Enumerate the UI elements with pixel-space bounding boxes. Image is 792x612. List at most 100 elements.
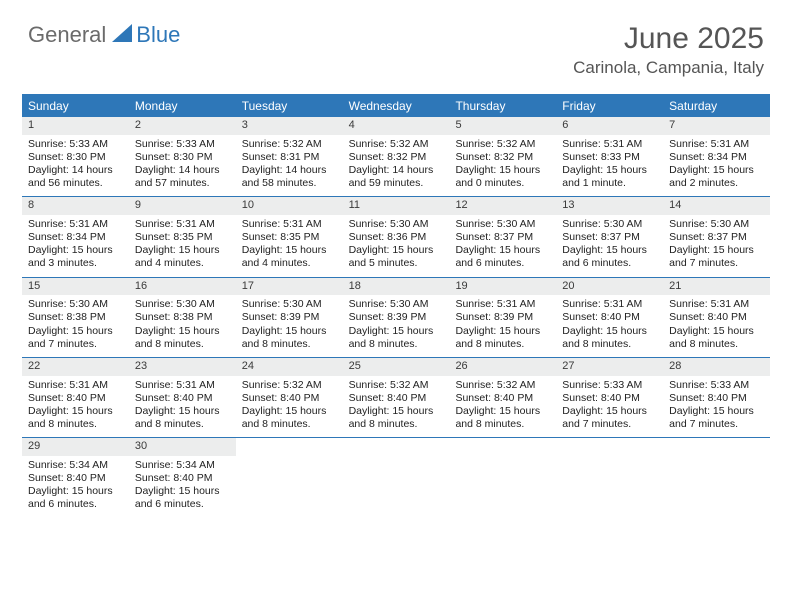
day-line: Sunrise: 5:31 AM: [135, 379, 230, 392]
day-line: and 4 minutes.: [242, 257, 337, 270]
date-number: 3: [236, 117, 343, 135]
weekday-header: Wednesday: [343, 95, 450, 117]
day-body: Sunrise: 5:31 AMSunset: 8:35 PMDaylight:…: [236, 215, 343, 277]
header: General Blue June 2025 Carinola, Campani…: [0, 0, 792, 86]
day-cell: 9Sunrise: 5:31 AMSunset: 8:35 PMDaylight…: [129, 197, 236, 276]
week-row: 1Sunrise: 5:33 AMSunset: 8:30 PMDaylight…: [22, 117, 770, 197]
day-cell: 14Sunrise: 5:30 AMSunset: 8:37 PMDayligh…: [663, 197, 770, 276]
day-line: Daylight: 15 hours: [455, 164, 550, 177]
week-row: 22Sunrise: 5:31 AMSunset: 8:40 PMDayligh…: [22, 358, 770, 438]
day-body: Sunrise: 5:30 AMSunset: 8:37 PMDaylight:…: [449, 215, 556, 277]
day-body: Sunrise: 5:30 AMSunset: 8:36 PMDaylight:…: [343, 215, 450, 277]
day-line: Sunrise: 5:30 AM: [455, 218, 550, 231]
day-cell: 21Sunrise: 5:31 AMSunset: 8:40 PMDayligh…: [663, 278, 770, 357]
week-row: 8Sunrise: 5:31 AMSunset: 8:34 PMDaylight…: [22, 197, 770, 277]
day-line: and 7 minutes.: [28, 338, 123, 351]
day-line: and 0 minutes.: [455, 177, 550, 190]
day-line: Sunset: 8:30 PM: [135, 151, 230, 164]
day-line: Sunset: 8:34 PM: [28, 231, 123, 244]
date-number: 16: [129, 278, 236, 296]
day-line: Sunset: 8:40 PM: [135, 472, 230, 485]
day-body: Sunrise: 5:30 AMSunset: 8:37 PMDaylight:…: [556, 215, 663, 277]
date-number: 28: [663, 358, 770, 376]
day-line: Sunrise: 5:31 AM: [28, 218, 123, 231]
day-body: Sunrise: 5:30 AMSunset: 8:38 PMDaylight:…: [129, 295, 236, 357]
weekday-header: Tuesday: [236, 95, 343, 117]
day-line: Daylight: 15 hours: [669, 244, 764, 257]
day-body: Sunrise: 5:31 AMSunset: 8:40 PMDaylight:…: [129, 376, 236, 438]
day-line: Sunrise: 5:33 AM: [28, 138, 123, 151]
day-line: and 4 minutes.: [135, 257, 230, 270]
day-line: Sunset: 8:40 PM: [562, 311, 657, 324]
day-line: Daylight: 15 hours: [135, 405, 230, 418]
day-cell-empty: [663, 438, 770, 517]
day-line: Sunset: 8:39 PM: [349, 311, 444, 324]
day-body: Sunrise: 5:33 AMSunset: 8:30 PMDaylight:…: [22, 135, 129, 197]
day-line: Daylight: 15 hours: [242, 405, 337, 418]
day-body: Sunrise: 5:30 AMSunset: 8:37 PMDaylight:…: [663, 215, 770, 277]
day-line: Daylight: 15 hours: [242, 244, 337, 257]
weekday-header: Sunday: [22, 95, 129, 117]
day-line: Daylight: 15 hours: [349, 244, 444, 257]
day-line: Daylight: 15 hours: [349, 325, 444, 338]
logo-text-blue: Blue: [136, 22, 180, 48]
day-body: Sunrise: 5:30 AMSunset: 8:39 PMDaylight:…: [236, 295, 343, 357]
date-number: 21: [663, 278, 770, 296]
day-cell: 27Sunrise: 5:33 AMSunset: 8:40 PMDayligh…: [556, 358, 663, 437]
date-number: 13: [556, 197, 663, 215]
day-line: Sunset: 8:40 PM: [562, 392, 657, 405]
day-body: Sunrise: 5:32 AMSunset: 8:40 PMDaylight:…: [236, 376, 343, 438]
day-line: Daylight: 15 hours: [28, 325, 123, 338]
day-line: and 7 minutes.: [562, 418, 657, 431]
day-line: Daylight: 15 hours: [562, 164, 657, 177]
day-line: Sunrise: 5:31 AM: [242, 218, 337, 231]
day-line: Sunrise: 5:30 AM: [562, 218, 657, 231]
day-line: Daylight: 15 hours: [349, 405, 444, 418]
day-line: Sunrise: 5:32 AM: [242, 138, 337, 151]
day-line: Daylight: 14 hours: [349, 164, 444, 177]
day-line: Daylight: 15 hours: [135, 325, 230, 338]
weekday-header: Saturday: [663, 95, 770, 117]
weekday-header: Friday: [556, 95, 663, 117]
date-number: 17: [236, 278, 343, 296]
day-line: Sunrise: 5:30 AM: [242, 298, 337, 311]
month-title: June 2025: [573, 22, 764, 56]
day-body: Sunrise: 5:34 AMSunset: 8:40 PMDaylight:…: [129, 456, 236, 518]
day-body: Sunrise: 5:31 AMSunset: 8:35 PMDaylight:…: [129, 215, 236, 277]
day-line: Sunrise: 5:32 AM: [455, 379, 550, 392]
day-body: Sunrise: 5:30 AMSunset: 8:38 PMDaylight:…: [22, 295, 129, 357]
day-line: and 8 minutes.: [669, 338, 764, 351]
date-number: 8: [22, 197, 129, 215]
day-line: Daylight: 15 hours: [135, 485, 230, 498]
day-line: Daylight: 14 hours: [135, 164, 230, 177]
day-line: Sunset: 8:38 PM: [135, 311, 230, 324]
day-line: and 8 minutes.: [135, 338, 230, 351]
day-cell: 13Sunrise: 5:30 AMSunset: 8:37 PMDayligh…: [556, 197, 663, 276]
day-line: Daylight: 15 hours: [669, 405, 764, 418]
day-line: and 8 minutes.: [242, 418, 337, 431]
day-line: Sunrise: 5:30 AM: [28, 298, 123, 311]
day-cell-empty: [343, 438, 450, 517]
day-cell: 29Sunrise: 5:34 AMSunset: 8:40 PMDayligh…: [22, 438, 129, 517]
day-line: and 8 minutes.: [455, 338, 550, 351]
date-number: 26: [449, 358, 556, 376]
date-number: 19: [449, 278, 556, 296]
day-line: Sunrise: 5:33 AM: [135, 138, 230, 151]
day-body: Sunrise: 5:32 AMSunset: 8:40 PMDaylight:…: [343, 376, 450, 438]
day-cell: 10Sunrise: 5:31 AMSunset: 8:35 PMDayligh…: [236, 197, 343, 276]
day-line: Sunset: 8:37 PM: [669, 231, 764, 244]
day-line: Daylight: 15 hours: [28, 485, 123, 498]
day-line: Daylight: 14 hours: [242, 164, 337, 177]
day-line: Daylight: 15 hours: [28, 244, 123, 257]
day-line: Sunset: 8:34 PM: [669, 151, 764, 164]
day-line: Sunset: 8:40 PM: [669, 392, 764, 405]
date-number: 10: [236, 197, 343, 215]
date-number: 5: [449, 117, 556, 135]
day-cell-empty: [556, 438, 663, 517]
day-line: Daylight: 15 hours: [135, 244, 230, 257]
day-line: Daylight: 15 hours: [28, 405, 123, 418]
day-body: Sunrise: 5:31 AMSunset: 8:39 PMDaylight:…: [449, 295, 556, 357]
day-cell: 15Sunrise: 5:30 AMSunset: 8:38 PMDayligh…: [22, 278, 129, 357]
logo-text-general: General: [28, 22, 106, 48]
day-line: Sunrise: 5:30 AM: [135, 298, 230, 311]
